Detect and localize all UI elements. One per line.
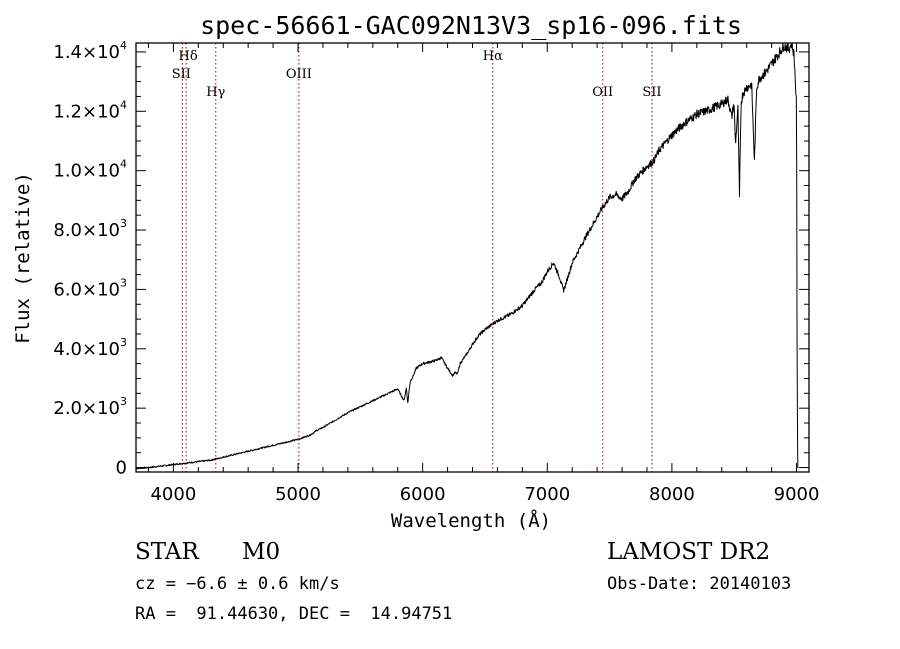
series-layer <box>135 42 799 470</box>
spectral-line-label: SII <box>172 67 191 82</box>
y-tick-label: 1.4×104 <box>53 39 127 63</box>
spectral-lines-layer: Hδ SII Hγ OIII Hα OII SII <box>172 43 662 472</box>
x-tick-label: 9000 <box>774 484 820 505</box>
x-axis-label: Wavelength (Å) <box>391 509 551 532</box>
x-tick-label: 5000 <box>275 484 321 505</box>
spectral-line-label: SII <box>642 85 661 100</box>
observation-date: Obs-Date: 20140103 <box>607 574 792 594</box>
y-axis: 0 2.0×103 4.0×103 6.0×103 8.0×103 1.0×104 1.2×… <box>53 39 809 479</box>
y-tick-label: 0 <box>116 458 127 479</box>
x-tick-label: 8000 <box>649 484 695 505</box>
spectral-line-label: OIII <box>286 67 312 82</box>
y-tick-label: 1.0×104 <box>53 158 127 182</box>
redshift-value: cz = −6.6 ± 0.6 km/s <box>135 574 340 594</box>
spectral-line-label: OII <box>592 85 613 100</box>
survey-name: LAMOST DR2 <box>607 539 771 565</box>
y-tick-label: 8.0×103 <box>53 217 127 241</box>
y-axis-label: Flux (relative) <box>12 172 34 344</box>
coordinates: RA = 91.44630, DEC = 14.94751 <box>135 604 453 624</box>
spectral-line-label: Hα <box>483 49 503 64</box>
x-tick-label: 6000 <box>400 484 446 505</box>
y-tick-label: 4.0×103 <box>53 336 127 360</box>
y-tick-label: 1.2×104 <box>53 98 127 122</box>
spectral-line-label: Hγ <box>206 85 225 100</box>
x-tick-label: 4000 <box>150 484 196 505</box>
y-tick-label: 6.0×103 <box>53 276 127 300</box>
x-axis: 4000 5000 6000 7000 8000 9000 <box>147 43 820 505</box>
x-tick-label: 7000 <box>524 484 570 505</box>
object-subclass: M0 <box>242 539 281 565</box>
spectrum-line <box>135 42 799 470</box>
spectral-line-label: Hδ <box>179 49 198 64</box>
object-class: STAR <box>135 539 199 565</box>
chart-title: spec-56661-GAC092N13V3_sp16-096.fits <box>200 11 742 40</box>
y-tick-label: 2.0×103 <box>53 395 127 419</box>
